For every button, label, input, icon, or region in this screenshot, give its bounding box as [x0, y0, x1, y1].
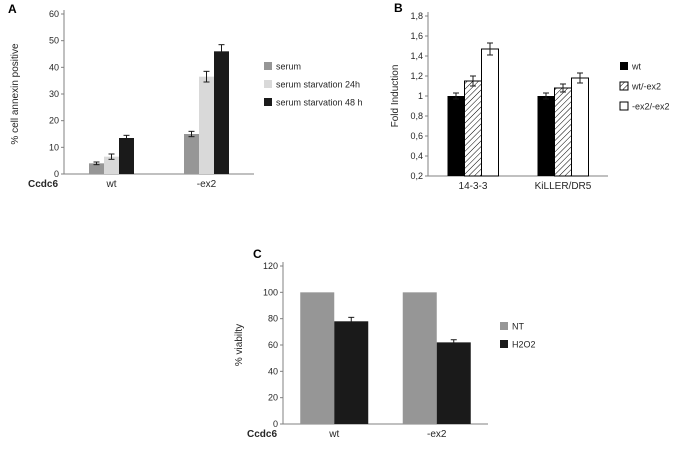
y-tick-label: 30: [49, 89, 59, 99]
bar: [537, 96, 555, 176]
bar: [89, 163, 104, 174]
bar: [464, 80, 482, 177]
y-tick-label: 1: [418, 91, 423, 101]
bar: [214, 51, 229, 175]
x-category-label: KiLLER/DR5: [535, 181, 592, 192]
legend-swatch: [264, 62, 272, 70]
panel-c-label: C: [253, 247, 262, 261]
legend-label: H2O2: [512, 340, 536, 350]
bar: [184, 134, 199, 174]
y-tick-label: 0: [54, 169, 59, 179]
y-axis-title: Fold Induction: [390, 65, 401, 128]
y-tick-label: 0,8: [410, 111, 423, 121]
bar: [554, 87, 572, 177]
y-tick-label: 0,2: [410, 171, 423, 181]
bar: [104, 156, 119, 174]
legend-swatch: [264, 98, 272, 106]
bar: [447, 96, 465, 176]
x-axis-group-title: Ccdc6: [28, 179, 58, 190]
y-tick-label: 120: [263, 261, 278, 271]
legend-swatch: [619, 81, 629, 91]
x-category-label: 14-3-3: [459, 181, 488, 192]
legend-label: serum: [276, 62, 301, 72]
bar: [334, 321, 369, 424]
bar: [199, 76, 214, 174]
bar: [300, 292, 335, 424]
legend-label: -ex2/-ex2: [632, 102, 670, 112]
legend-label: NT: [512, 322, 524, 332]
legend-label: serum starvation 24h: [276, 80, 360, 90]
y-axis-title: % cell annexin positive: [10, 43, 21, 145]
legend-label: wt: [631, 62, 641, 72]
y-tick-label: 1,4: [410, 51, 423, 61]
x-category-label: wt: [106, 179, 117, 190]
x-category-label: -ex2: [427, 429, 447, 440]
chart-svg-b: 0,2 0,4 0,6 0,8 1 1,2 1,4 1,6 1,8 Fold Induction 1…: [390, 11, 670, 192]
y-tick-label: 40: [49, 62, 59, 72]
panel-b-chart: 0,2 0,4 0,6 0,8 1 1,2 1,4 1,6 1,8 Fold Induction 1…: [380, 4, 688, 209]
panel-a-chart: 0 10 20 30 40 50 60 % cell annexin positive wt -e…: [4, 6, 364, 216]
y-tick-label: 50: [49, 36, 59, 46]
bar: [119, 138, 134, 174]
panel-b-label: B: [394, 1, 403, 15]
legend-label: serum starvation 48 h: [276, 98, 363, 108]
y-tick-label: 100: [263, 287, 278, 297]
y-axis-title: % viabilty: [234, 324, 245, 366]
bar: [571, 77, 589, 177]
y-tick-label: 0: [273, 419, 278, 429]
panel-a-label: A: [8, 2, 17, 16]
y-tick-label: 40: [268, 366, 278, 376]
y-tick-label: 20: [268, 393, 278, 403]
y-tick-label: 1,6: [410, 31, 423, 41]
y-tick-label: 1,8: [410, 11, 423, 21]
y-tick-label: 20: [49, 116, 59, 126]
bar: [436, 342, 471, 424]
x-category-label: -ex2: [197, 179, 217, 190]
legend-label: wt/-ex2: [631, 82, 661, 92]
chart-svg-a: 0 10 20 30 40 50 60 % cell annexin positive wt -e…: [10, 9, 363, 190]
y-tick-label: 0,4: [410, 151, 423, 161]
y-tick-label: 60: [268, 340, 278, 350]
legend-swatch: [264, 80, 272, 88]
panel-c-chart: 0 20 40 60 80 100 120 % viabilty wt -ex2 Ccdc6 NT H2…: [228, 252, 558, 452]
y-tick-label: 10: [49, 142, 59, 152]
legend-swatch: [619, 101, 629, 111]
bar: [481, 48, 499, 177]
chart-svg-c: 0 20 40 60 80 100 120 % viabilty wt -ex2 Ccdc6 NT H2…: [234, 261, 536, 440]
legend-swatch: [620, 62, 628, 70]
y-tick-label: 0,6: [410, 131, 423, 141]
x-category-label: wt: [328, 429, 339, 440]
y-tick-label: 60: [49, 9, 59, 19]
y-tick-label: 80: [268, 314, 278, 324]
x-axis-group-title: Ccdc6: [247, 429, 277, 440]
y-tick-label: 1,2: [410, 71, 423, 81]
bar: [402, 292, 437, 424]
legend-swatch: [500, 340, 508, 348]
legend-swatch: [500, 322, 508, 330]
